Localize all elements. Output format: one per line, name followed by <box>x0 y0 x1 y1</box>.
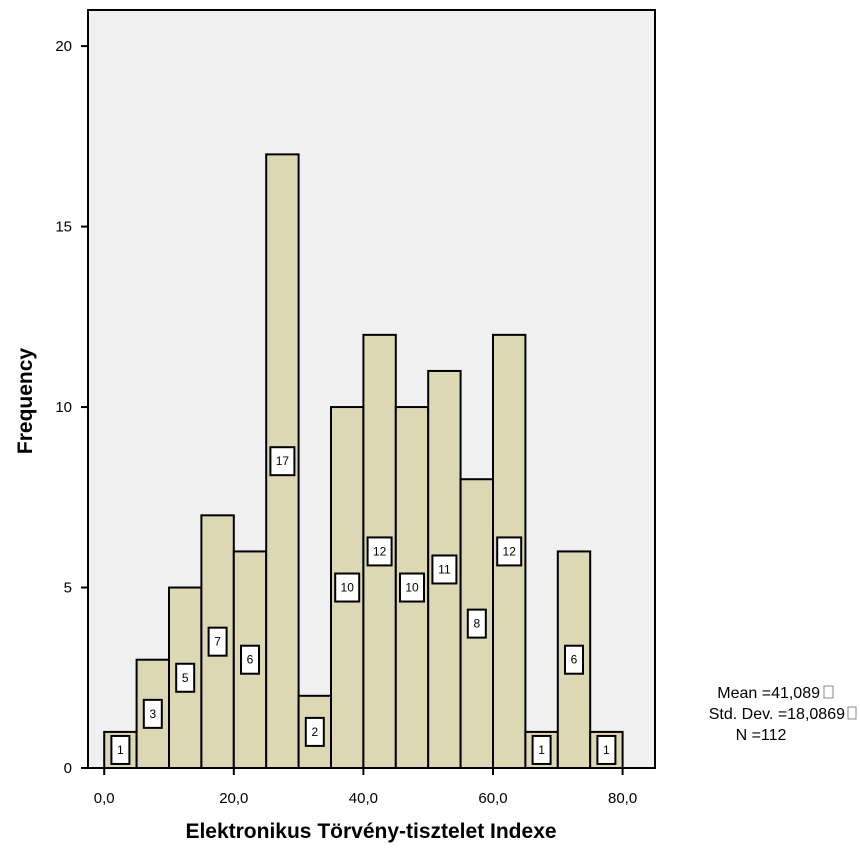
bar-label-box <box>366 536 393 567</box>
bar-data-label: 3 <box>149 707 156 721</box>
bar-data-label: 5 <box>182 671 189 685</box>
bar-data-label: 8 <box>473 617 480 631</box>
axes-group <box>87 10 655 769</box>
bar-data-label: 1 <box>538 743 545 757</box>
x-tick-label: 20,0 <box>219 790 248 807</box>
x-ticks-group: 0,0 20,0 40,0 60,0 80,0 <box>94 768 637 807</box>
x-tick-label: 60,0 <box>478 790 507 807</box>
bar-data-label: 6 <box>247 653 254 667</box>
bar-label-box <box>496 536 523 567</box>
y-axis-title: Frequency <box>14 348 37 455</box>
y-tick-label: 0 <box>64 760 72 777</box>
stats-annotation: Mean =41,089 Std. Dev. =18,0869 N =112 <box>709 685 857 744</box>
x-axis-title: Elektronikus Törvény-tisztelet Indexe <box>185 820 556 843</box>
bar-label-box <box>596 734 617 765</box>
bar-data-label: 1 <box>117 743 124 757</box>
bar-label-box <box>269 446 296 477</box>
bar-label-box <box>531 734 552 765</box>
y-ticks-group: 0 5 10 15 20 <box>55 38 88 777</box>
bar-label-box <box>399 572 425 603</box>
y-tick-label: 5 <box>64 580 72 597</box>
stats-std-glyph-box <box>847 706 857 720</box>
x-tick-label: 80,0 <box>608 790 637 807</box>
bar-label-box <box>110 734 131 765</box>
bar-label-box <box>564 644 584 675</box>
y-tick-label: 15 <box>55 219 72 236</box>
bar-label-box <box>207 626 228 657</box>
bar-label-box <box>466 608 487 639</box>
bar-label-box <box>240 644 260 675</box>
bar-data-label: 6 <box>571 653 578 667</box>
bar-label-box <box>175 662 196 693</box>
bar-label-box <box>334 572 361 603</box>
bar-label-box <box>142 698 163 729</box>
bar-data-label: 10 <box>341 581 355 595</box>
histogram-bar <box>297 694 333 769</box>
bar-label-box <box>431 554 458 585</box>
bar-data-label: 12 <box>373 544 387 558</box>
bar-data-label: 2 <box>311 725 318 739</box>
bar-data-label: 12 <box>503 544 517 558</box>
bar-data-label: 10 <box>405 581 419 595</box>
stats-n: N =112 <box>736 727 787 744</box>
stats-std-dev: Std. Dev. =18,0869 <box>709 706 845 723</box>
x-tick-label: 0,0 <box>94 790 115 807</box>
bar-data-label: 11 <box>438 562 451 576</box>
bar-data-label: 1 <box>603 743 610 757</box>
bar-data-label: 7 <box>214 635 221 649</box>
y-tick-label: 10 <box>55 399 72 416</box>
bar-data-label: 17 <box>276 454 290 468</box>
y-tick-label: 20 <box>55 38 72 55</box>
stats-mean: Mean =41,089 <box>717 685 820 702</box>
bar-label-box <box>304 716 325 747</box>
stats-mean-glyph-box <box>823 685 834 699</box>
x-tick-label: 40,0 <box>349 790 378 807</box>
